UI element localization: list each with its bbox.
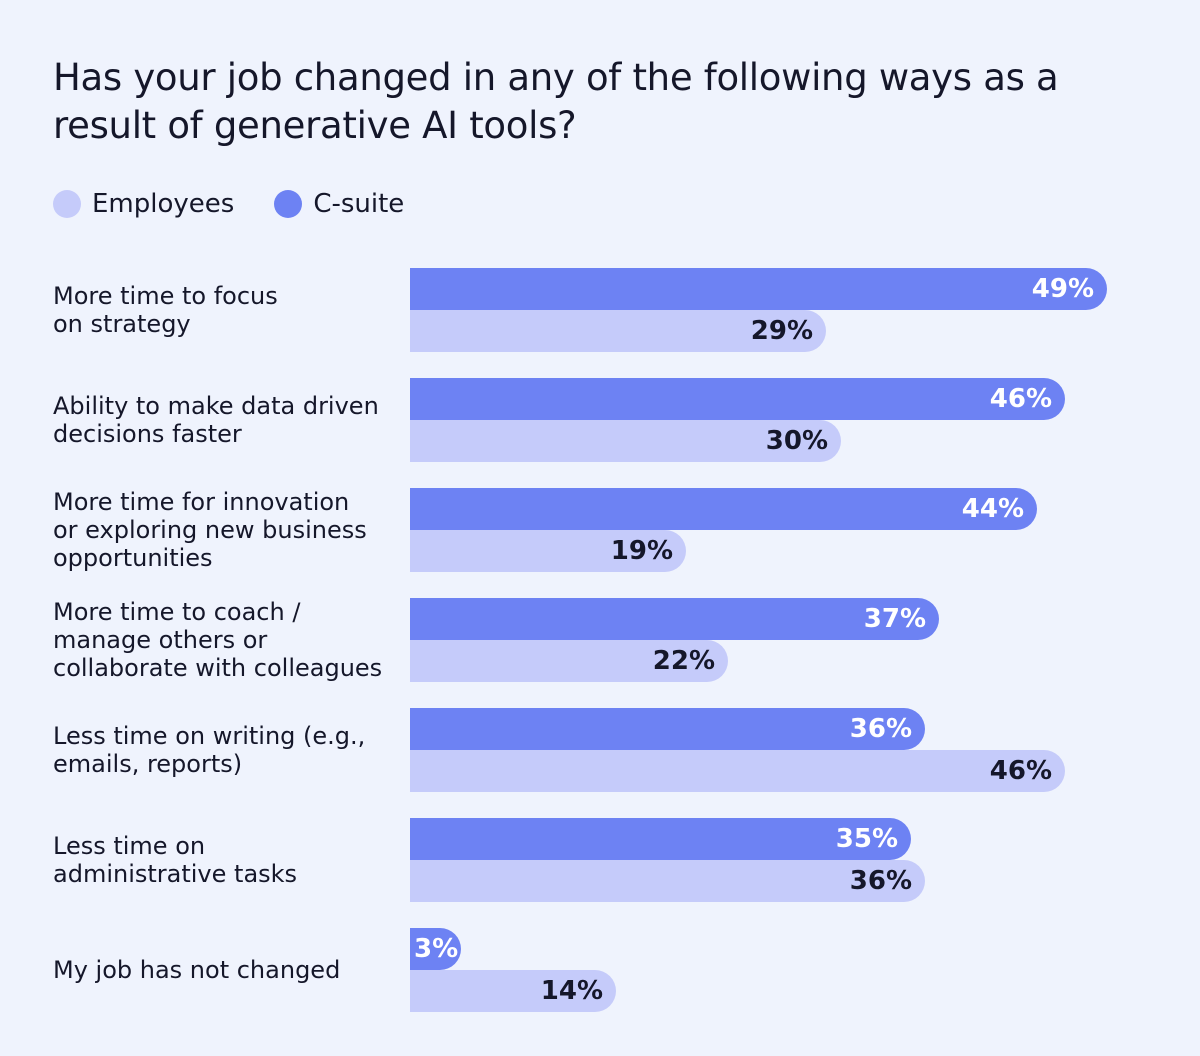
data-label-csuite: 36%	[849, 714, 912, 744]
data-label-csuite: 46%	[989, 384, 1052, 414]
bar-csuite: 49%	[410, 268, 1107, 310]
bar-csuite: 35%	[410, 818, 911, 860]
bar-employees: 30%	[410, 420, 841, 462]
legend-label-employees: Employees	[92, 189, 235, 219]
legend-item-employees: Employees	[53, 189, 234, 219]
legend-item-csuite: C-suite	[274, 189, 404, 219]
category-label: Less time on administrative tasks	[53, 832, 298, 888]
bar-employees: 19%	[410, 530, 686, 572]
category-label: More time to coach / manage others or co…	[53, 598, 383, 682]
data-label-employees: 22%	[652, 646, 715, 676]
chart-title: Has your job changed in any of the follo…	[53, 56, 1059, 147]
bar-employees: 14%	[410, 970, 616, 1012]
category-label: More time to focus on strategy	[53, 282, 278, 338]
data-label-csuite: 37%	[863, 604, 926, 634]
data-label-csuite: 35%	[835, 824, 898, 854]
data-label-employees: 36%	[849, 866, 912, 896]
data-label-employees: 30%	[765, 426, 828, 456]
data-label-csuite: 3%	[414, 934, 459, 964]
data-label-csuite: 49%	[1031, 274, 1094, 304]
legend-swatch-employees	[53, 190, 81, 218]
data-label-csuite: 44%	[961, 494, 1024, 524]
data-label-employees: 46%	[989, 756, 1052, 786]
bar-csuite: 36%	[410, 708, 925, 750]
category-label: Less time on writing (e.g., emails, repo…	[53, 722, 366, 778]
data-label-employees: 19%	[610, 536, 673, 566]
legend-label-csuite: C-suite	[313, 189, 405, 219]
legend-swatch-csuite	[274, 190, 303, 218]
category-label: My job has not changed	[53, 956, 341, 984]
bar-csuite: 44%	[410, 488, 1037, 530]
bar-employees: 22%	[410, 640, 728, 682]
bar-employees: 46%	[410, 750, 1065, 792]
bar-employees: 36%	[410, 860, 925, 902]
bar-employees: 29%	[410, 310, 826, 352]
category-label: More time for innovation or exploring ne…	[53, 488, 367, 572]
category-label: Ability to make data driven decisions fa…	[53, 392, 379, 448]
bar-csuite: 3%	[410, 928, 461, 970]
bar-csuite: 46%	[410, 378, 1065, 420]
bar-csuite: 37%	[410, 598, 939, 640]
data-label-employees: 14%	[540, 976, 603, 1006]
legend: Employees C-suite	[53, 186, 444, 222]
data-label-employees: 29%	[750, 316, 813, 346]
